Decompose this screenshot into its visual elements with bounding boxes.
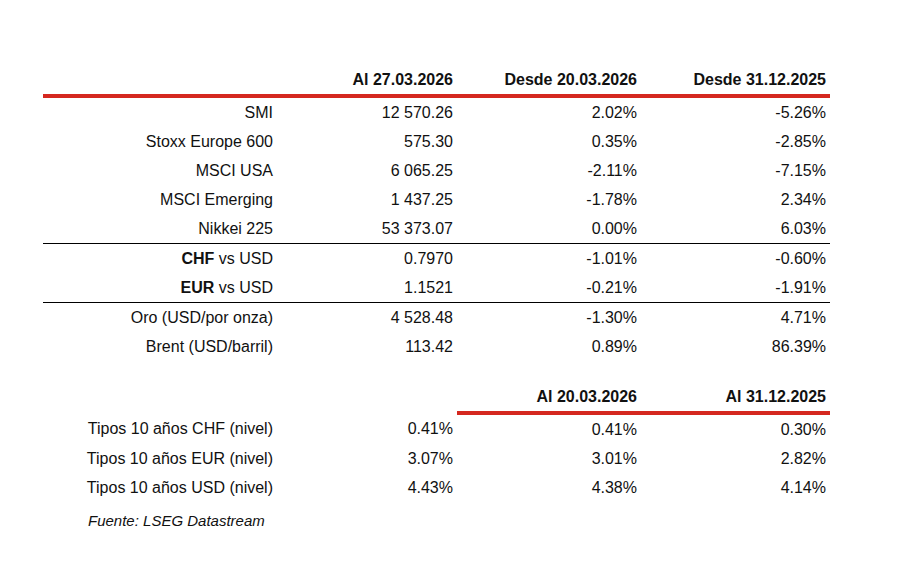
table-row-brent: Brent (USD/barril) 113.42 0.89% 86.39% [43, 332, 830, 361]
spacer-row [43, 361, 830, 375]
ytd-change-value: -5.26% [641, 96, 830, 127]
level-value: 6 065.25 [277, 156, 457, 185]
table-row-chf-usd: CHF vs USD 0.7970 -1.01% -0.60% [43, 244, 830, 274]
source-attribution: Fuente: LSEG Datastream [88, 512, 830, 529]
rate-prev-week-value: 4.38% [457, 473, 641, 502]
header-cell-since-week: Desde 20.03.2026 [457, 58, 641, 96]
rate-current-value: 0.41% [277, 413, 457, 444]
table-row-eur-usd: EUR vs USD 1.1521 -0.21% -1.91% [43, 273, 830, 303]
level-value: 53 373.07 [277, 214, 457, 244]
row-label: SMI [43, 96, 277, 127]
table-row-rate-eur: Tipos 10 años EUR (nivel) 3.07% 3.01% 2.… [43, 444, 830, 473]
ytd-change-value: 2.34% [641, 185, 830, 214]
table-header-row-rates: Al 20.03.2026 Al 31.12.2025 [43, 375, 830, 413]
week-change-value: -1.78% [457, 185, 641, 214]
currency-pair-rest: vs USD [214, 250, 273, 267]
ytd-change-value: -2.85% [641, 127, 830, 156]
week-change-value: 0.89% [457, 332, 641, 361]
row-label: Tipos 10 años CHF (nivel) [43, 413, 277, 444]
row-label: MSCI Emerging [43, 185, 277, 214]
row-label: CHF vs USD [43, 244, 277, 274]
level-value: 1.1521 [277, 273, 457, 303]
row-label: Nikkei 225 [43, 214, 277, 244]
header-cell-level-date: Al 27.03.2026 [277, 58, 457, 96]
rate-current-value: 4.43% [277, 473, 457, 502]
table-row-stoxx: Stoxx Europe 600 575.30 0.35% -2.85% [43, 127, 830, 156]
level-value: 113.42 [277, 332, 457, 361]
level-value: 12 570.26 [277, 96, 457, 127]
week-change-value: -0.21% [457, 273, 641, 303]
market-table-container: Al 27.03.2026 Desde 20.03.2026 Desde 31.… [43, 58, 830, 529]
table-row-msci-emerging: MSCI Emerging 1 437.25 -1.78% 2.34% [43, 185, 830, 214]
table-row-gold: Oro (USD/por onza) 4 528.48 -1.30% 4.71% [43, 303, 830, 333]
row-label: Oro (USD/por onza) [43, 303, 277, 333]
currency-code: EUR [181, 279, 215, 296]
spacer-cell [43, 361, 830, 375]
header-cell-empty [277, 375, 457, 413]
week-change-value: -1.30% [457, 303, 641, 333]
table-row-nikkei: Nikkei 225 53 373.07 0.00% 6.03% [43, 214, 830, 244]
row-label: Stoxx Europe 600 [43, 127, 277, 156]
ytd-change-value: 86.39% [641, 332, 830, 361]
rate-year-end-value: 0.30% [641, 413, 830, 444]
week-change-value: -2.11% [457, 156, 641, 185]
table-row-msci-usa: MSCI USA 6 065.25 -2.11% -7.15% [43, 156, 830, 185]
header-cell-asof-yearend: Al 31.12.2025 [641, 375, 830, 413]
currency-pair-rest: vs USD [214, 279, 273, 296]
ytd-change-value: -0.60% [641, 244, 830, 274]
ytd-change-value: 4.71% [641, 303, 830, 333]
row-label: Tipos 10 años EUR (nivel) [43, 444, 277, 473]
table-row-smi: SMI 12 570.26 2.02% -5.26% [43, 96, 830, 127]
table-row-rate-usd: Tipos 10 años USD (nivel) 4.43% 4.38% 4.… [43, 473, 830, 502]
ytd-change-value: -7.15% [641, 156, 830, 185]
table-header-row-top: Al 27.03.2026 Desde 20.03.2026 Desde 31.… [43, 58, 830, 96]
report-page: Al 27.03.2026 Desde 20.03.2026 Desde 31.… [0, 0, 905, 566]
market-overview-table: Al 27.03.2026 Desde 20.03.2026 Desde 31.… [43, 58, 830, 502]
rate-current-value: 3.07% [277, 444, 457, 473]
currency-code: CHF [181, 250, 214, 267]
row-label: EUR vs USD [43, 273, 277, 303]
table-row-rate-chf: Tipos 10 años CHF (nivel) 0.41% 0.41% 0.… [43, 413, 830, 444]
level-value: 575.30 [277, 127, 457, 156]
header-cell-empty [43, 58, 277, 96]
header-cell-asof-week: Al 20.03.2026 [457, 375, 641, 413]
week-change-value: 2.02% [457, 96, 641, 127]
week-change-value: -1.01% [457, 244, 641, 274]
level-value: 0.7970 [277, 244, 457, 274]
level-value: 4 528.48 [277, 303, 457, 333]
rate-year-end-value: 2.82% [641, 444, 830, 473]
rate-prev-week-value: 3.01% [457, 444, 641, 473]
row-label: MSCI USA [43, 156, 277, 185]
row-label: Tipos 10 años USD (nivel) [43, 473, 277, 502]
level-value: 1 437.25 [277, 185, 457, 214]
week-change-value: 0.35% [457, 127, 641, 156]
week-change-value: 0.00% [457, 214, 641, 244]
header-cell-since-yearend: Desde 31.12.2025 [641, 58, 830, 96]
ytd-change-value: -1.91% [641, 273, 830, 303]
rate-year-end-value: 4.14% [641, 473, 830, 502]
ytd-change-value: 6.03% [641, 214, 830, 244]
row-label: Brent (USD/barril) [43, 332, 277, 361]
rate-prev-week-value: 0.41% [457, 413, 641, 444]
header-cell-empty [43, 375, 277, 413]
